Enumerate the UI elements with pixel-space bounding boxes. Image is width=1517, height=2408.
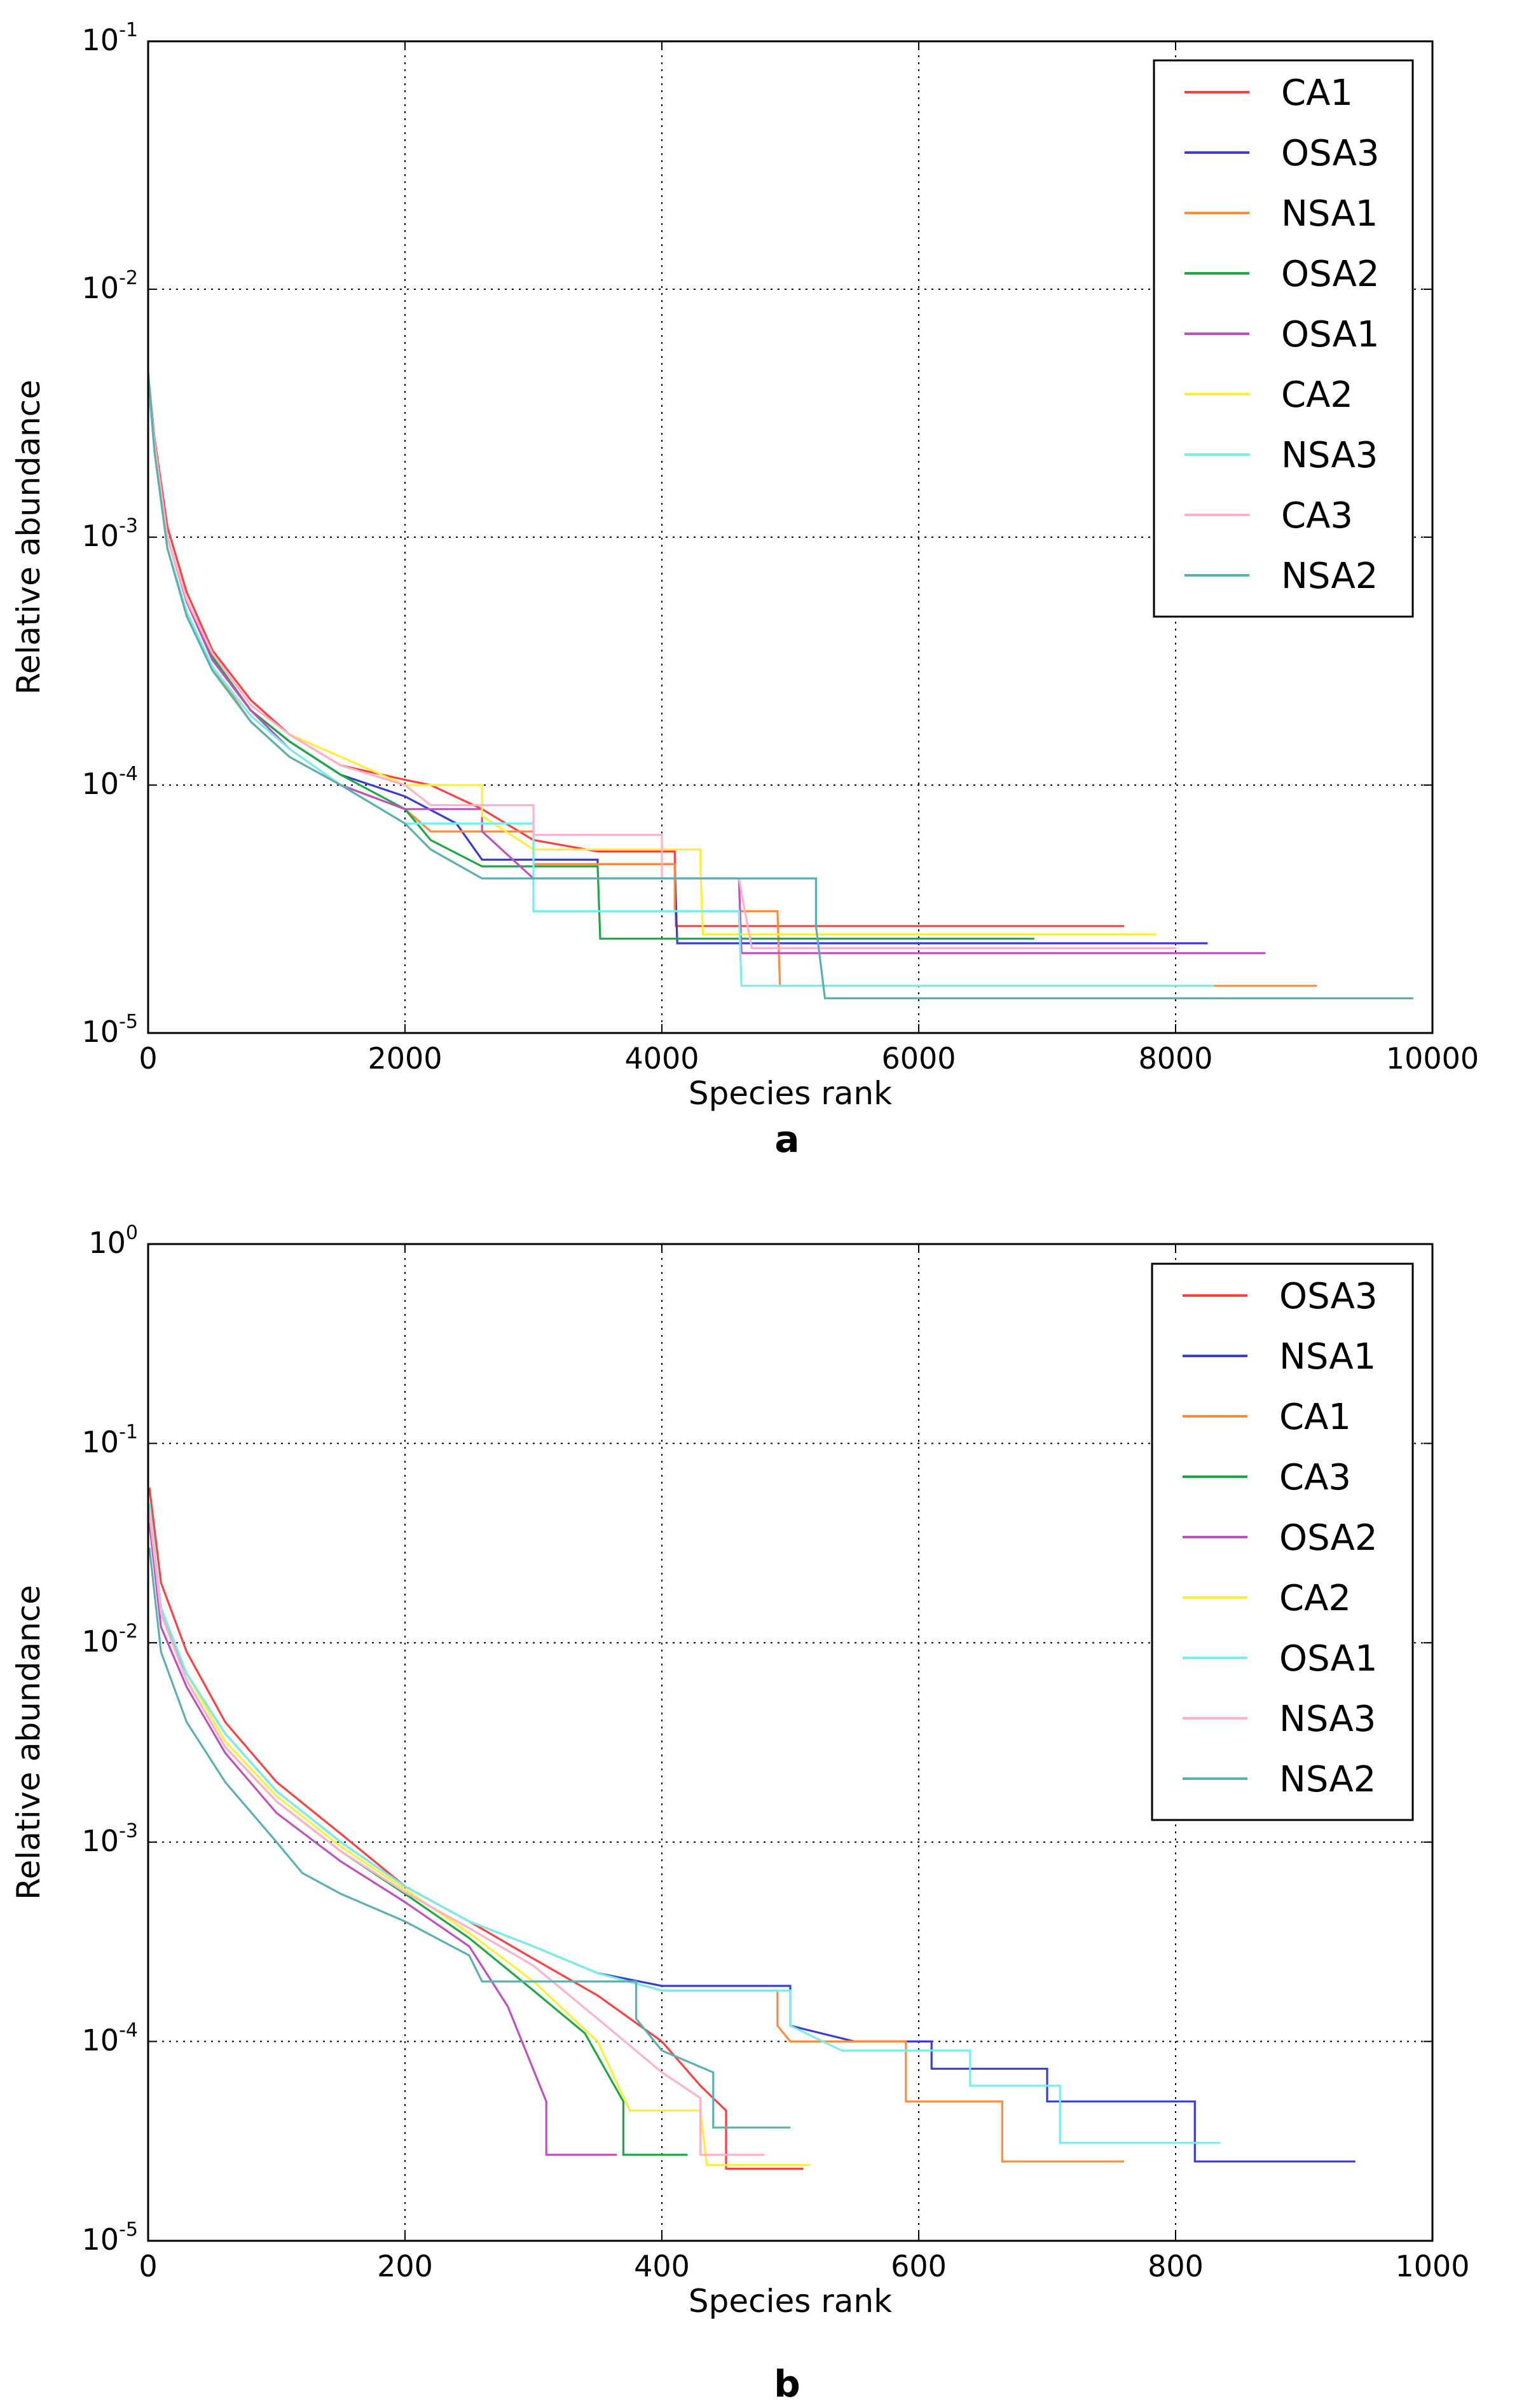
chart-b-x-axis-label: Species rank bbox=[689, 2283, 892, 2320]
series-line-nsa2 bbox=[148, 1547, 790, 2129]
x-tick-label: 600 bbox=[891, 2249, 947, 2283]
chart-a-x-ticks: 0 2000 4000 6000 8000 10000 bbox=[139, 41, 1479, 1076]
legend-label: NSA1 bbox=[1281, 193, 1378, 235]
x-tick-label: 200 bbox=[377, 2249, 433, 2283]
chart-b-series bbox=[148, 1488, 1356, 2170]
panel-label-a: a bbox=[774, 1118, 799, 1161]
y-tick-label: 10-5 bbox=[82, 1011, 138, 1049]
y-tick-base: 10 bbox=[88, 1226, 126, 1260]
legend-label: OSA2 bbox=[1279, 1517, 1378, 1559]
chart-a-x-axis-label: Species rank bbox=[689, 1075, 892, 1112]
y-tick-exponent: -2 bbox=[119, 267, 138, 289]
legend-label: NSA3 bbox=[1279, 1699, 1376, 1740]
legend-label: NSA1 bbox=[1279, 1336, 1376, 1378]
x-tick-label: 800 bbox=[1148, 2249, 1204, 2283]
x-tick-label: 2000 bbox=[367, 1041, 442, 1076]
chart-b-x-ticks: 0 200 400 600 800 1000 bbox=[139, 1244, 1470, 2283]
y-tick-label: 10-1 bbox=[82, 1421, 138, 1460]
legend-label: CA1 bbox=[1281, 72, 1353, 114]
y-tick-base: 10 bbox=[82, 519, 120, 553]
legend-label: CA3 bbox=[1279, 1457, 1351, 1498]
legend-label: NSA2 bbox=[1279, 1759, 1376, 1800]
x-tick-label: 4000 bbox=[624, 1041, 699, 1076]
y-tick-exponent: -1 bbox=[119, 19, 138, 41]
legend-label: CA2 bbox=[1281, 374, 1353, 416]
y-tick-base: 10 bbox=[82, 1624, 120, 1659]
y-tick-exponent: -1 bbox=[119, 1421, 138, 1444]
chart-b: 0 200 400 600 800 1000 10-510-410-310-210-110… bbox=[10, 1222, 1470, 2320]
y-tick-exponent: 0 bbox=[126, 1222, 138, 1244]
legend-label: OSA3 bbox=[1279, 1276, 1378, 1317]
y-tick-label: 10-4 bbox=[82, 2019, 138, 2057]
y-tick-exponent: -3 bbox=[119, 1820, 138, 1842]
x-tick-label: 6000 bbox=[881, 1041, 956, 1076]
panel-label-b: b bbox=[774, 2362, 800, 2405]
y-tick-base: 10 bbox=[82, 767, 120, 801]
y-tick-base: 10 bbox=[82, 23, 120, 57]
x-tick-label: 400 bbox=[634, 2249, 690, 2283]
legend-label: OSA3 bbox=[1281, 133, 1380, 174]
y-tick-label: 10-5 bbox=[82, 2219, 138, 2257]
x-tick-label: 8000 bbox=[1138, 1041, 1212, 1076]
y-tick-label: 10-4 bbox=[82, 763, 138, 801]
series-line-ca1 bbox=[147, 375, 1125, 927]
y-tick-base: 10 bbox=[82, 1015, 120, 1049]
y-tick-label: 10-3 bbox=[82, 515, 138, 553]
legend-label: OSA2 bbox=[1281, 254, 1380, 295]
y-tick-exponent: -5 bbox=[119, 2219, 138, 2241]
series-line-osa2 bbox=[148, 1522, 617, 2156]
y-tick-label: 10-3 bbox=[82, 1820, 138, 1858]
series-line-nsa2 bbox=[147, 373, 1413, 999]
legend-label: OSA1 bbox=[1279, 1638, 1378, 1679]
x-tick-label: 0 bbox=[139, 1041, 157, 1076]
legend-label: CA2 bbox=[1279, 1578, 1351, 1619]
y-tick-label: 10-2 bbox=[82, 1620, 138, 1659]
chart-a-y-axis-label: Relative abundance bbox=[10, 380, 47, 695]
chart-a: 0 2000 4000 6000 8000 10000 10-510-410-310-21… bbox=[10, 19, 1479, 1112]
x-tick-label: 1000 bbox=[1395, 2249, 1469, 2283]
legend-label: CA1 bbox=[1279, 1397, 1351, 1438]
series-line-osa1 bbox=[148, 1503, 1221, 2144]
chart-a-series bbox=[147, 373, 1413, 999]
legend-label: NSA2 bbox=[1281, 556, 1378, 597]
chart-b-y-axis-label: Relative abundance bbox=[10, 1585, 47, 1900]
legend-label: CA3 bbox=[1281, 495, 1353, 537]
y-tick-base: 10 bbox=[82, 1425, 120, 1460]
y-tick-exponent: -4 bbox=[119, 763, 138, 785]
y-tick-exponent: -5 bbox=[119, 1011, 138, 1033]
y-tick-label: 100 bbox=[88, 1222, 138, 1260]
chart-b-legend: OSA3 NSA1 CA1 CA3 OSA2 CA2 OSA1 NSA3 NSA2 bbox=[1151, 1262, 1414, 1821]
y-tick-label: 10-2 bbox=[82, 267, 138, 305]
y-tick-exponent: -4 bbox=[119, 2019, 138, 2041]
x-tick-label: 0 bbox=[139, 2249, 157, 2283]
legend-label: OSA1 bbox=[1281, 314, 1380, 355]
y-tick-exponent: -2 bbox=[119, 1620, 138, 1643]
chart-a-y-ticks: 10-510-410-310-210-1 bbox=[82, 19, 1432, 1049]
x-tick-label: 10000 bbox=[1386, 1041, 1479, 1076]
y-tick-label: 10-1 bbox=[82, 19, 138, 57]
y-tick-base: 10 bbox=[82, 2023, 120, 2057]
series-line-nsa3 bbox=[148, 1512, 765, 2156]
y-tick-base: 10 bbox=[82, 271, 120, 305]
legend-label: NSA3 bbox=[1281, 435, 1378, 476]
y-tick-base: 10 bbox=[82, 2222, 120, 2257]
chart-a-legend: CA1 OSA3 NSA1 OSA2 OSA1 CA2 NSA3 CA3 NSA2 bbox=[1153, 59, 1414, 618]
y-tick-exponent: -3 bbox=[119, 515, 138, 537]
y-tick-base: 10 bbox=[82, 1824, 120, 1858]
chart-b-frame bbox=[147, 1243, 1434, 2242]
